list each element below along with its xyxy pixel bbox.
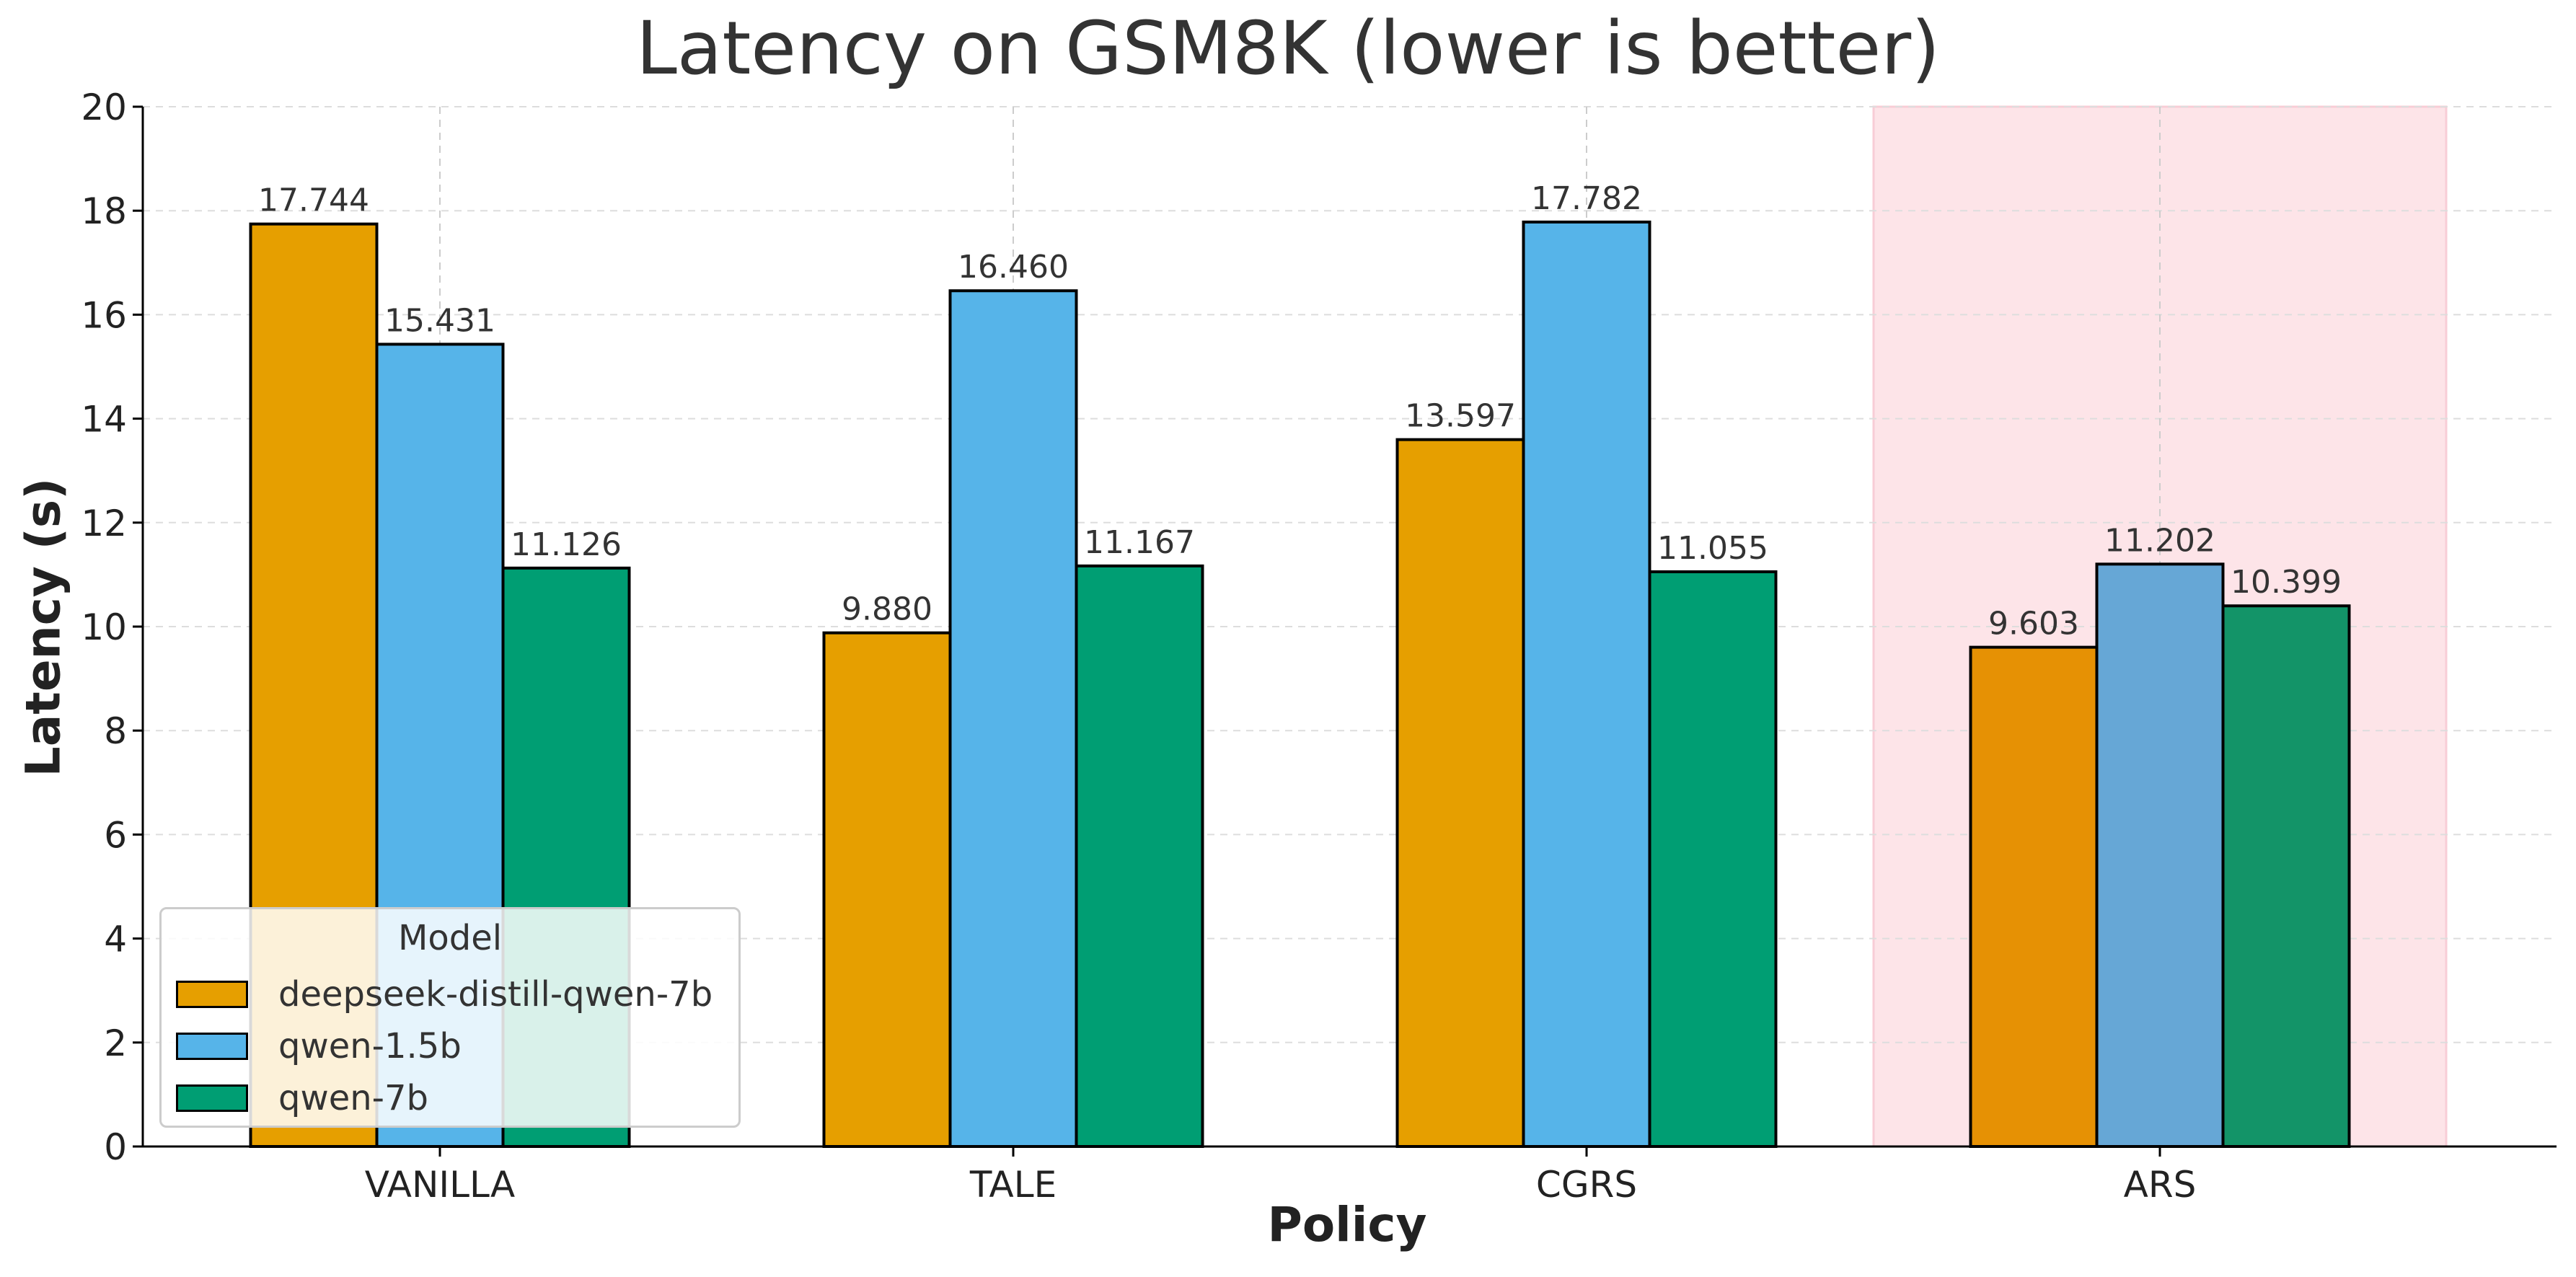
bar-value-label: 11.202 [2104,522,2215,559]
bar [1648,570,1778,1148]
y-tick-label: 8 [104,710,127,752]
legend-title: Model [397,918,503,958]
bar-value-label: 11.167 [1084,524,1195,561]
bar-value-label: 16.460 [958,249,1069,286]
y-tick-label: 12 [81,503,127,544]
bar-value-label: 11.055 [1657,530,1768,567]
bar [2095,562,2225,1148]
bar-value-label: 17.782 [1531,180,1642,217]
legend-item-qwen-1-5b: qwen-1.5b [176,1025,462,1068]
x-tick-label: ARS [2124,1164,2197,1206]
x-tick-label: VANILLA [365,1164,515,1206]
bar-value-label: 10.399 [2231,564,2342,601]
y-tick-label: 2 [104,1022,127,1064]
legend-label-qwen-7b: qwen-7b [278,1078,429,1118]
y-tick-label: 0 [104,1126,127,1168]
bar [2221,604,2351,1148]
bar [1969,645,2099,1148]
value-labels-layer: 17.744 15.431 11.126 9.880 16.460 11.167 13.59… [258,180,2342,642]
legend-label-deepseek: deepseek-distill-qwen-7b [278,974,713,1015]
x-axis-label: Policy [1267,1197,1427,1252]
bar [1522,220,1651,1148]
bar [822,631,952,1148]
legend: Model deepseek-distill-qwen-7b qwen-1.5b… [159,907,741,1128]
bar-value-label: 9.880 [842,591,932,628]
y-axis-label: Latency (s) [15,477,71,777]
legend-swatch-qwen-7b [176,1084,248,1112]
bar [948,289,1078,1148]
y-tick-label: 14 [81,399,127,441]
bar-value-label: 9.603 [1988,606,2079,642]
legend-label-qwen-1-5b: qwen-1.5b [278,1026,462,1066]
legend-item-qwen-7b: qwen-7b [176,1077,428,1120]
y-tick-label: 10 [81,606,127,648]
y-tick-label: 16 [81,294,127,336]
y-tick-label: 6 [104,814,127,856]
bar [1075,564,1204,1148]
legend-item-deepseek: deepseek-distill-qwen-7b [176,973,713,1016]
y-tick-label: 4 [104,919,127,960]
axes-layer: 0 2 4 6 8 10 12 14 16 18 20 VANILLA TALE CGRS ARS [81,87,2557,1206]
y-tick-label: 20 [81,87,127,128]
x-tick-label: CGRS [1536,1164,1637,1206]
y-tick-label: 18 [81,190,127,232]
bar-value-label: 13.597 [1405,398,1516,435]
x-tick-label: TALE [969,1164,1057,1206]
bar [1395,438,1525,1148]
bar-value-label: 15.431 [384,302,495,339]
chart-title: Latency on GSM8K (lower is better) [635,6,1940,92]
legend-swatch-deepseek [176,981,248,1008]
bar-value-label: 17.744 [258,182,369,219]
bar-value-label: 11.126 [511,526,622,563]
legend-swatch-qwen-1-5b [176,1033,248,1060]
